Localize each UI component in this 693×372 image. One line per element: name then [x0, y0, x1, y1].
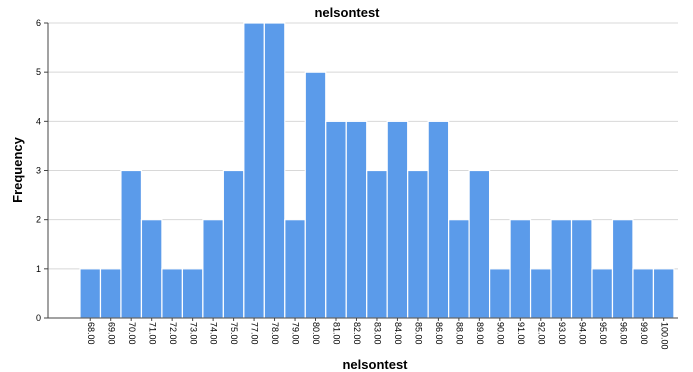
x-tick-label: 73.00 [188, 322, 198, 345]
x-tick-label: 70.00 [127, 322, 137, 345]
bars [79, 22, 675, 319]
histogram-bar [79, 268, 102, 319]
x-tick-label: 85.00 [414, 322, 424, 345]
x-tick-label: 74.00 [209, 322, 219, 345]
histogram-bar [489, 268, 511, 319]
x-tick-label: 90.00 [495, 322, 505, 345]
histogram-bar [243, 22, 265, 319]
x-tick-labels: 68.00 69.00 70.00 71.00 72.00 73.00 74.00 75.00… [86, 322, 669, 350]
x-tick-label: 93.00 [557, 322, 567, 345]
histogram-bar [550, 219, 573, 319]
x-tick-label: 92.00 [536, 322, 546, 345]
x-tick-label: 71.00 [147, 322, 157, 345]
x-tick-label: 80.00 [311, 322, 321, 345]
histogram-bar [263, 22, 286, 319]
histogram-bar [509, 219, 532, 319]
x-tick-label: 83.00 [373, 322, 383, 345]
axes [44, 22, 678, 321]
x-tick-label: 72.00 [168, 322, 178, 345]
x-tick-label: 94.00 [577, 322, 587, 345]
histogram-bar [304, 71, 327, 319]
x-tick-label: 91.00 [516, 322, 526, 345]
x-tick-label: 84.00 [393, 322, 403, 345]
histogram-bar [529, 268, 552, 319]
y-tick-label: 3 [36, 166, 41, 176]
chart-title: nelsontest [314, 5, 380, 20]
x-tick-label: 78.00 [270, 322, 280, 345]
histogram-bar [181, 268, 204, 319]
x-tick-label: 81.00 [332, 322, 342, 345]
histogram-bar [140, 219, 163, 319]
histogram-bar [345, 120, 368, 319]
x-tick-label: 68.00 [86, 322, 96, 345]
histogram-bar [325, 120, 347, 319]
x-tick-label: 86.00 [434, 322, 444, 345]
y-tick-label: 0 [36, 313, 41, 323]
histogram-bar [632, 268, 655, 319]
histogram-bar [366, 169, 388, 319]
histogram-bar [222, 169, 245, 319]
histogram-bar [202, 219, 224, 319]
x-tick-label: 96.00 [618, 322, 628, 345]
y-tick-label: 4 [36, 116, 41, 126]
x-tick-label: 95.00 [598, 322, 608, 345]
histogram-bar [161, 268, 183, 319]
y-tick-label: 2 [36, 215, 41, 225]
histogram-bar [468, 169, 491, 319]
histogram-bar [386, 120, 409, 319]
x-tick-label: 89.00 [475, 322, 485, 345]
histogram-bar [120, 169, 143, 319]
x-tick-label: 82.00 [352, 322, 362, 345]
y-axis-title: Frequency [10, 136, 25, 203]
x-tick-label: 75.00 [229, 322, 239, 345]
histogram-bar [407, 169, 429, 319]
histogram-bar [652, 268, 675, 319]
y-tick-label: 1 [36, 264, 41, 274]
histogram-bar [99, 268, 122, 319]
y-tick-labels: 0 1 2 3 4 5 6 [36, 18, 41, 323]
y-tick-label: 6 [36, 18, 41, 28]
histogram-bar [611, 219, 634, 319]
x-tick-label: 100.00 [659, 322, 669, 350]
histogram-bar [570, 219, 593, 319]
histogram-bar [427, 120, 450, 319]
x-axis-title: nelsontest [342, 357, 408, 372]
x-tick-label: 77.00 [250, 322, 260, 345]
histogram-bar [591, 268, 614, 319]
x-tick-label: 99.00 [639, 322, 649, 345]
histogram-bar [284, 219, 306, 319]
histogram-bar [448, 219, 470, 319]
x-tick-label: 88.00 [455, 322, 465, 345]
x-tick-label: 79.00 [291, 322, 301, 345]
y-tick-label: 5 [36, 67, 41, 77]
x-tick-label: 69.00 [106, 322, 116, 345]
